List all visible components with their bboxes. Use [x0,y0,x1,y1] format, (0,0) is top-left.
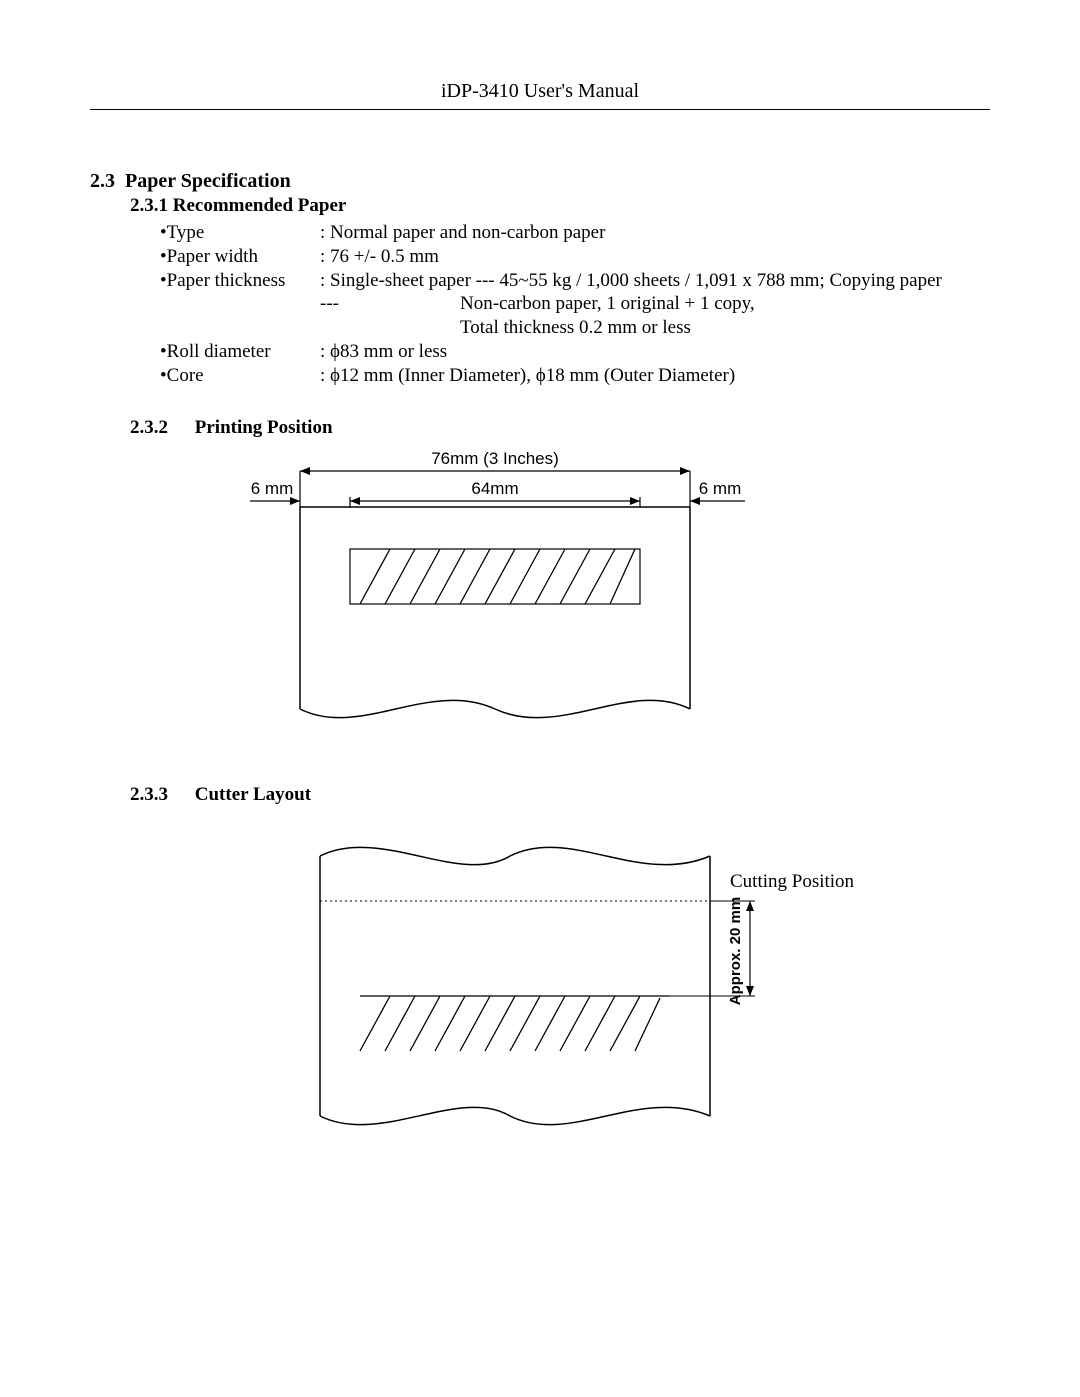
subsection-2-number: 2.3.2 [130,417,190,439]
page-header: iDP-3410 User's Manual [90,80,990,110]
print-area-box [350,549,640,604]
spec-row-roll: •Roll diameter : ϕ83 mm or less [160,340,990,364]
spec-value: : 76 +/- 0.5 mm [320,245,990,269]
print-area-hatch [360,996,720,1051]
section-title: 2.3 Paper Specification [90,170,990,193]
printing-position-diagram: 76mm (3 Inches) 6 mm 64mm 6 mm [240,449,990,754]
spec-row-thickness: •Paper thickness : Single-sheet paper --… [160,269,990,293]
spec-value: : ϕ12 mm (Inner Diameter), ϕ18 mm (Outer… [320,364,990,388]
cutter-layout-svg: Approx. 20 mm [290,816,850,1156]
cutting-position-label: Cutting Position [730,871,854,893]
spec-row-thickness-cont2: Total thickness 0.2 mm or less [160,316,990,340]
paper-outline [300,507,690,718]
dim-distance-label: Approx. 20 mm [727,897,744,1005]
cont-text: Non-carbon paper, 1 original + 1 copy, [460,292,755,316]
subsection-3-title: 2.3.3 Cutter Layout [130,784,990,806]
spec-value: : ϕ83 mm or less [320,340,990,364]
subsection-3-name: Cutter Layout [195,784,311,805]
paper-outline-cutter [320,848,710,1125]
dim-left-margin-label: 6 mm [251,479,294,498]
subsection-2-title: 2.3.2 Printing Position [130,417,990,439]
dim-approx-20mm: Approx. 20 mm [710,897,755,1005]
cutter-layout-diagram: Cutting Position [290,816,990,1161]
subsection-1-title: 2.3.1 Recommended Paper [130,195,990,217]
spec-row-width: •Paper width : 76 +/- 0.5 mm [160,245,990,269]
section-name: Paper Specification [125,170,291,192]
spec-label: •Paper thickness [160,269,320,293]
subsection-1-name: Recommended Paper [173,195,347,216]
spec-label: •Core [160,364,320,388]
spec-value: : Single-sheet paper --- 45~55 kg / 1,00… [320,269,990,293]
dim-total-label: 76mm (3 Inches) [431,449,559,468]
subsection-2-name: Printing Position [195,417,333,438]
spec-label: •Paper width [160,245,320,269]
spec-label: •Type [160,221,320,245]
dim-right-margin-label: 6 mm [699,479,742,498]
dim-arrows-inner [250,497,745,507]
spec-row-thickness-cont1: --- Non-carbon paper, 1 original + 1 cop… [160,292,990,316]
subsection-3-number: 2.3.3 [130,784,190,806]
spec-row-type: •Type : Normal paper and non-carbon pape… [160,221,990,245]
subsection-1-number: 2.3.1 [130,195,168,216]
cont-dash: --- [160,292,460,316]
spec-list: •Type : Normal paper and non-carbon pape… [160,221,990,387]
section-number: 2.3 [90,170,115,192]
cont-text: Total thickness 0.2 mm or less [460,316,691,340]
spec-label: •Roll diameter [160,340,320,364]
document-page: iDP-3410 User's Manual 2.3 Paper Specifi… [0,0,1080,1397]
spec-value: : Normal paper and non-carbon paper [320,221,990,245]
spec-row-core: •Core : ϕ12 mm (Inner Diameter), ϕ18 mm … [160,364,990,388]
cont-dash [160,316,460,340]
printing-position-svg: 76mm (3 Inches) 6 mm 64mm 6 mm [240,449,760,749]
dim-print-area-label: 64mm [471,479,518,498]
